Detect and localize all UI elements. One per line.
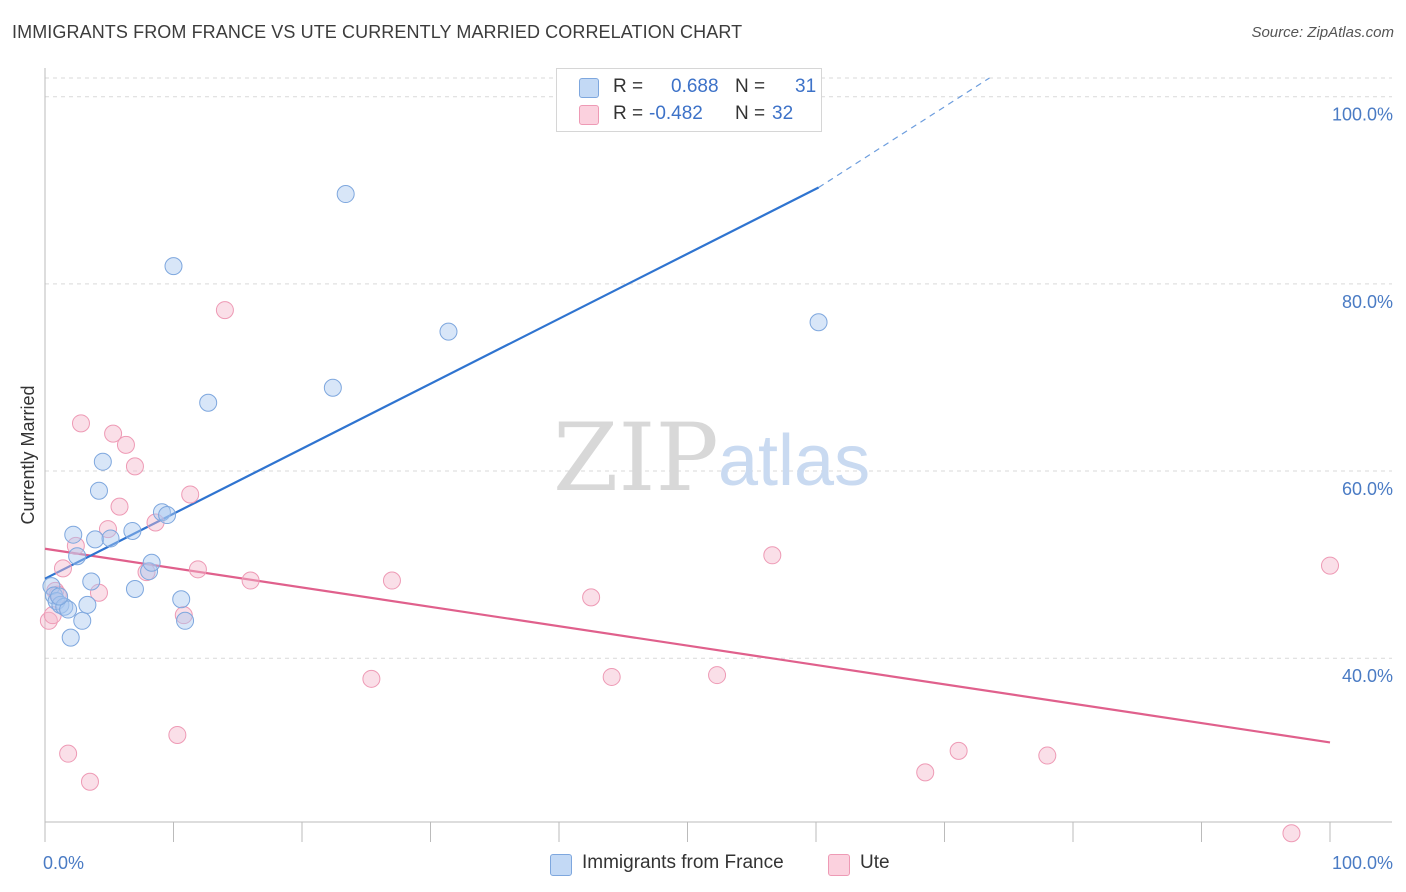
y-tick-label: 60.0% bbox=[1342, 479, 1393, 499]
point-france bbox=[59, 600, 78, 619]
bottom-legend-label-france: Immigrants from France bbox=[582, 852, 784, 873]
point-ute bbox=[763, 546, 782, 565]
point-france bbox=[164, 257, 183, 276]
point-ute bbox=[59, 744, 78, 763]
point-france bbox=[199, 393, 218, 412]
data-points bbox=[39, 185, 1339, 843]
point-ute bbox=[382, 571, 401, 590]
point-ute bbox=[949, 741, 968, 760]
correlation-legend: R = 0.688 N = 31 R = -0.482 N = 32 bbox=[556, 68, 822, 132]
axes bbox=[44, 68, 1392, 842]
tick-labels: 40.0% 60.0% 80.0% 100.0% 0.0% 100.0% bbox=[43, 105, 1393, 873]
y-axis-title: Currently Married bbox=[18, 385, 38, 524]
point-ute bbox=[80, 772, 99, 791]
point-france bbox=[101, 529, 120, 548]
point-ute bbox=[602, 667, 621, 686]
legend-swatch-france bbox=[579, 78, 599, 98]
point-france bbox=[82, 572, 101, 591]
point-france bbox=[123, 521, 142, 540]
bottom-swatch-france bbox=[550, 854, 572, 876]
point-ute bbox=[181, 485, 200, 504]
point-ute bbox=[71, 414, 90, 433]
watermark-atlas: atlas bbox=[718, 421, 870, 501]
point-ute bbox=[188, 560, 207, 579]
point-ute bbox=[1321, 556, 1339, 575]
legend-n-label: N = bbox=[735, 103, 766, 124]
point-france bbox=[125, 579, 144, 598]
point-france bbox=[68, 547, 87, 566]
legend-n-label: N = bbox=[735, 76, 766, 97]
point-ute bbox=[582, 588, 601, 607]
point-ute bbox=[708, 666, 727, 685]
point-france bbox=[64, 525, 83, 544]
bottom-swatch-ute bbox=[828, 854, 850, 876]
point-ute bbox=[116, 435, 135, 454]
watermark-zip: ZIP bbox=[553, 404, 719, 513]
point-france bbox=[439, 322, 458, 341]
point-ute bbox=[53, 559, 72, 578]
x-tick-label: 0.0% bbox=[43, 853, 84, 873]
legend-n-value: 32 bbox=[772, 103, 794, 124]
point-ute bbox=[1282, 824, 1301, 843]
point-france bbox=[176, 611, 195, 630]
point-ute bbox=[1038, 746, 1057, 765]
point-france bbox=[73, 611, 92, 630]
point-ute bbox=[168, 725, 187, 744]
point-ute bbox=[215, 301, 234, 320]
point-france bbox=[323, 378, 342, 397]
point-france bbox=[93, 452, 112, 471]
y-tick-label: 100.0% bbox=[1332, 105, 1393, 125]
point-ute bbox=[916, 763, 935, 782]
legend-r-value: 0.688 bbox=[671, 76, 719, 97]
point-ute bbox=[174, 606, 193, 625]
point-france bbox=[50, 587, 69, 606]
point-france bbox=[61, 628, 80, 647]
point-france bbox=[86, 530, 105, 549]
point-france bbox=[809, 313, 828, 332]
point-ute bbox=[241, 571, 260, 590]
point-ute bbox=[104, 424, 123, 443]
y-tick-label: 80.0% bbox=[1342, 292, 1393, 312]
watermark: ZIP atlas bbox=[553, 404, 870, 513]
point-france bbox=[158, 506, 177, 525]
trend-line-france-extension bbox=[818, 77, 990, 188]
point-ute bbox=[362, 669, 381, 688]
point-france bbox=[336, 185, 355, 204]
point-france bbox=[142, 553, 161, 572]
point-france bbox=[89, 481, 108, 500]
legend-n-value: 31 bbox=[795, 76, 817, 97]
legend-r-label: R = bbox=[613, 103, 644, 124]
bottom-legend-label-ute: Ute bbox=[860, 852, 890, 873]
point-ute bbox=[110, 497, 129, 516]
x-tick-label: 100.0% bbox=[1332, 853, 1393, 873]
legend-swatch-ute bbox=[579, 105, 599, 125]
chart-title: IMMIGRANTS FROM FRANCE VS UTE CURRENTLY … bbox=[12, 22, 743, 42]
point-france bbox=[152, 503, 171, 522]
grid-lines bbox=[45, 77, 1392, 659]
point-ute bbox=[125, 457, 144, 476]
legend-r-label: R = bbox=[613, 76, 644, 97]
trend-line-ute bbox=[44, 547, 1331, 744]
source-label: Source: ZipAtlas.com bbox=[1251, 24, 1394, 41]
y-tick-label: 40.0% bbox=[1342, 666, 1393, 686]
point-france bbox=[172, 590, 191, 609]
trend-line-france bbox=[44, 186, 820, 580]
legend-r-value: -0.482 bbox=[649, 103, 703, 124]
point-france bbox=[78, 595, 97, 614]
